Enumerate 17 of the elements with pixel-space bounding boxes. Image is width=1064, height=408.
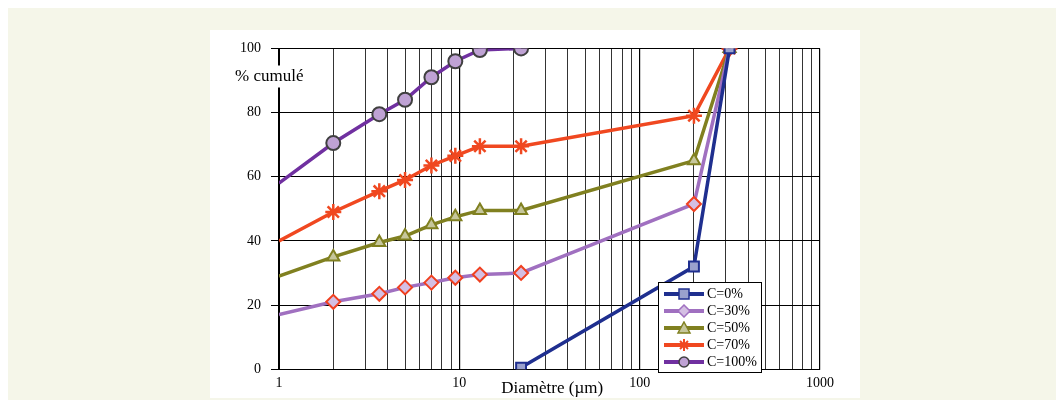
x-tick-label: 1	[275, 375, 283, 391]
legend-label: C=50%	[707, 319, 750, 336]
x-axis-title: Diamètre (µm)	[501, 377, 604, 397]
x-tick-label: 1000	[806, 375, 834, 391]
y-tick-label: 20	[247, 296, 261, 312]
y-axis-title: % cumulé	[235, 65, 304, 85]
legend-label: C=30%	[707, 302, 750, 319]
y-tick-label: 40	[247, 232, 261, 248]
legend-label: C=0%	[707, 285, 743, 302]
y-tick-label: 60	[247, 168, 261, 184]
x-tick-label: 10	[452, 375, 467, 391]
legend-label: C=70%	[707, 336, 750, 353]
y-tick-label: 80	[247, 104, 261, 120]
legend-label: C=100%	[707, 353, 757, 370]
y-tick-label: 0	[254, 360, 261, 376]
y-tick-label: 100	[240, 40, 261, 56]
x-tick-label: 100	[629, 375, 651, 391]
